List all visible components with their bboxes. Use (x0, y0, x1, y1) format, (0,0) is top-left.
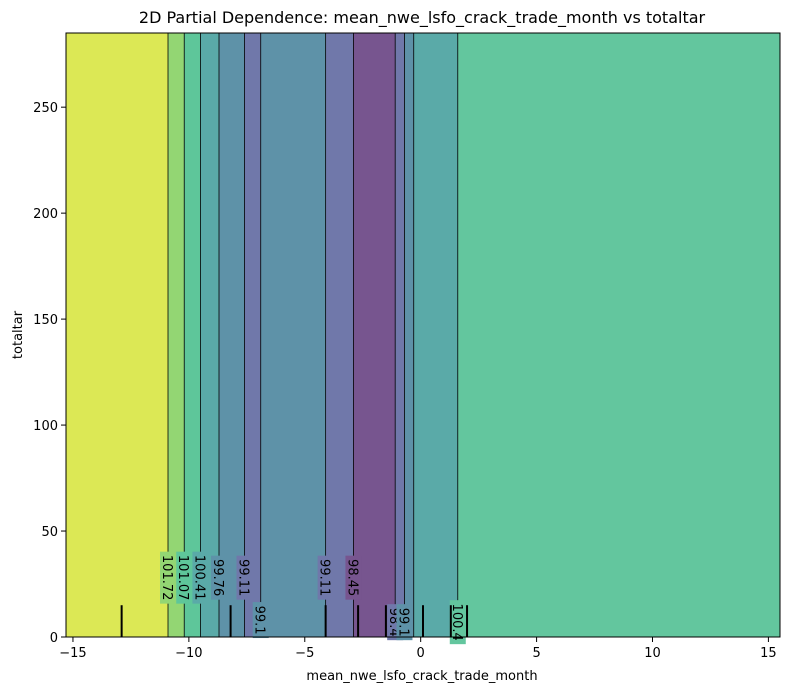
contour-label: 100.41 (191, 555, 206, 601)
contour-band (260, 33, 326, 637)
contour-label-bg (252, 602, 269, 639)
contour-label-bg (345, 555, 362, 600)
contour-label-group: 101.07 (175, 551, 193, 604)
contour-label: 101.07 (175, 555, 190, 601)
contour-label-group: 100.4 (449, 600, 466, 645)
contour-label-bg (160, 551, 176, 604)
contour-label-bg (236, 555, 253, 600)
contour-label-bg (176, 551, 193, 604)
y-tick-label: 50 (41, 525, 58, 540)
contour-band (353, 33, 396, 637)
contour-label-group: 99.11 (236, 555, 253, 600)
contour-label-group: 99.11 (317, 555, 334, 600)
contour-band (404, 33, 414, 637)
contour-label: 99.11 (317, 559, 332, 596)
x-tick-label: 10 (644, 646, 661, 661)
contour-label-group: 99.1 (252, 602, 269, 639)
contour-band (184, 33, 201, 637)
chart-title: 2D Partial Dependence: mean_nwe_lsfo_cra… (139, 8, 706, 28)
contour-label-group: 101.72 (159, 551, 176, 604)
y-tick-label: 200 (33, 207, 58, 222)
contour-band (200, 33, 219, 637)
contour-label-group: 100.41 (191, 551, 209, 604)
y-tick-label: 250 (33, 101, 58, 116)
contour-label: 99.1 (395, 608, 410, 637)
contour-label: 99.1 (252, 606, 267, 635)
contour-band (325, 33, 354, 637)
plot-frame (65, 32, 781, 638)
x-tick-label: −15 (59, 646, 86, 661)
contour-label-bg (211, 555, 227, 600)
y-tick-label: 150 (33, 313, 58, 328)
contour-label-group: 99.1 (395, 604, 413, 641)
contour-band (219, 33, 245, 637)
contour-label-group: 98.45 (344, 555, 362, 600)
contour-label-bg (192, 551, 209, 604)
plot-area: 101.72 101.07 100.41 99.76 99.11 99.11 98.45 99… (65, 32, 781, 645)
contour-band (457, 33, 780, 637)
y-axis-label: totaltar (11, 310, 26, 359)
x-tick-label: −10 (175, 646, 202, 661)
contour-label-bg (396, 604, 413, 641)
y-tick-label: 100 (33, 419, 58, 434)
contour-band (244, 33, 261, 637)
contour-band (395, 33, 405, 637)
x-tick-label: 0 (417, 646, 425, 661)
contour-label-bg (449, 600, 466, 645)
contour-label: 99.76 (210, 559, 225, 596)
contour-label-bg (317, 555, 334, 600)
contour-label: 101.72 (159, 555, 174, 601)
contour-band (66, 33, 168, 637)
x-tick-label: 15 (760, 646, 777, 661)
x-tick-label: 5 (532, 646, 540, 661)
x-axis: −15 −10 −5 0 5 10 15 (59, 637, 777, 661)
contour-label: 100.4 (449, 604, 464, 641)
x-axis-label: mean_nwe_lsfo_crack_trade_month (306, 669, 537, 684)
contour-band (168, 33, 185, 637)
contour-label: 99.11 (236, 559, 251, 596)
contour-label: 98.45 (344, 559, 359, 596)
contour-label-group: 99.76 (210, 555, 227, 600)
contour-band (413, 33, 458, 637)
x-tick-label: −5 (295, 646, 314, 661)
y-tick-label: 0 (50, 631, 58, 646)
y-axis: 0 50 100 150 200 250 (33, 101, 66, 646)
